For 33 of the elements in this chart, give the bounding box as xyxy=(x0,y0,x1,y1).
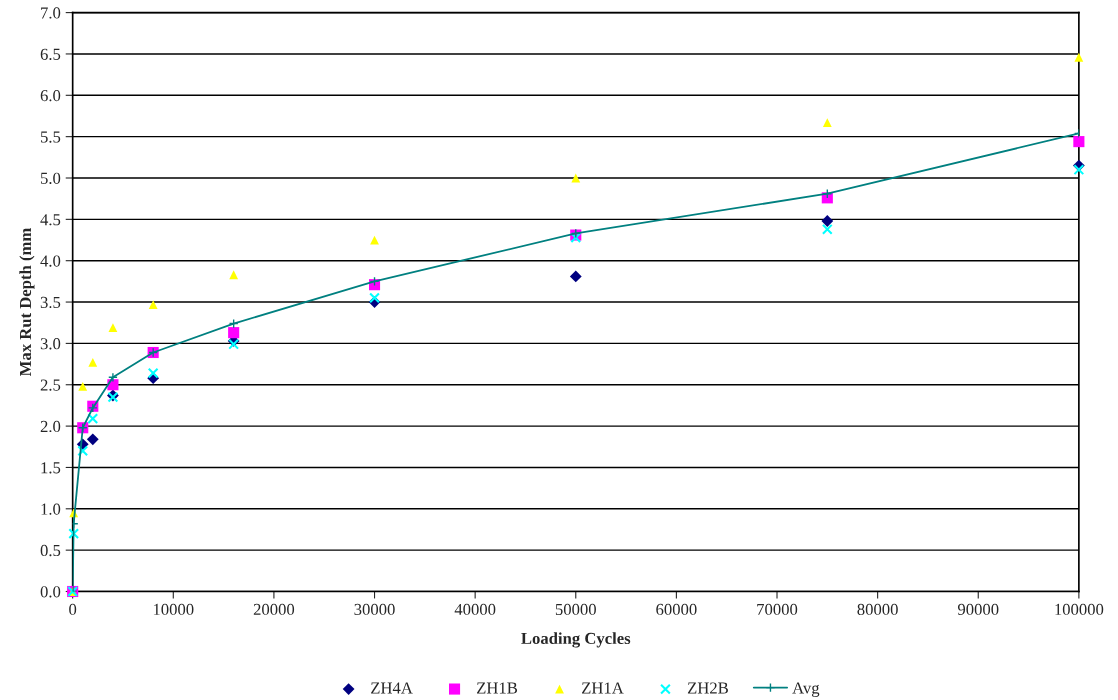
y-tick-label: 2.0 xyxy=(40,420,61,433)
x-axis-title: Loading Cycles xyxy=(521,632,631,648)
y-tick-label: 4.0 xyxy=(40,255,61,267)
x-tick-label: 20000 xyxy=(253,603,295,616)
x-tick-label: 60000 xyxy=(656,603,697,616)
legend-label: ZH1B xyxy=(477,682,518,694)
x-tick-label: 80000 xyxy=(857,603,898,616)
x-tick-label: 0 xyxy=(69,603,77,616)
y-tick-label: 6.0 xyxy=(40,90,61,102)
y-tick-label: 0.0 xyxy=(40,586,61,598)
x-tick-label: 30000 xyxy=(354,603,395,616)
x-tick-label: 100000 xyxy=(1055,603,1104,616)
legend-label: ZH2B xyxy=(687,682,728,694)
y-tick-label: 1.5 xyxy=(41,462,61,474)
x-tick-label: 70000 xyxy=(757,603,798,616)
y-tick-label: 5.0 xyxy=(41,172,61,185)
legend-label: Avg xyxy=(792,682,820,698)
y-tick-label: 3.5 xyxy=(40,296,61,309)
y-axis-title: Max Rut Depth (mm xyxy=(19,228,35,377)
y-tick-label: 4.5 xyxy=(40,214,61,226)
y-tick-label: 0.5 xyxy=(40,544,61,557)
y-tick-label: 6.5 xyxy=(40,48,61,60)
legend-label: ZH1A xyxy=(582,682,624,694)
y-tick-label: 1.0 xyxy=(41,503,61,515)
x-tick-label: 40000 xyxy=(454,603,496,616)
x-tick-label: 90000 xyxy=(957,603,999,616)
legend-label: ZH4A xyxy=(371,682,413,694)
y-tick-label: 5.5 xyxy=(41,131,61,143)
y-tick-label: 3.0 xyxy=(40,338,61,350)
y-tick-label: 2.5 xyxy=(40,379,61,391)
x-tick-label: 50000 xyxy=(555,603,596,616)
x-tick-label: 10000 xyxy=(153,603,194,616)
y-tick-label: 7.0 xyxy=(41,7,61,19)
